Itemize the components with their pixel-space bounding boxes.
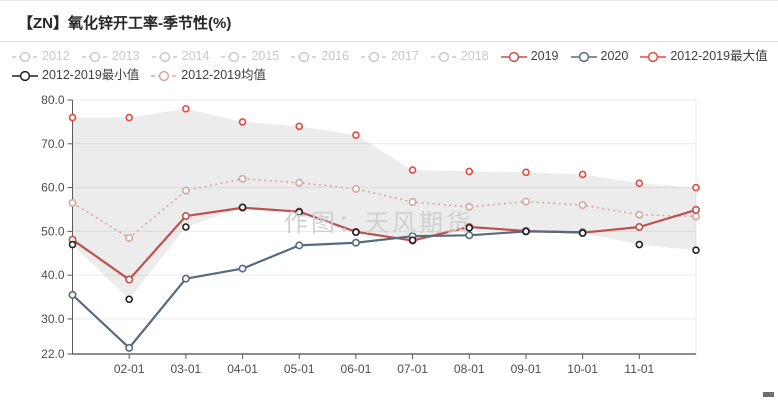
legend-item-2017[interactable]: 2017 bbox=[361, 47, 419, 66]
legend-item-2012[interactable]: 2012 bbox=[12, 47, 70, 66]
plot-area: 80.0 70.0 60.0 50.0 40.0 30.0 22.0 02-01 03-01 04… bbox=[0, 85, 778, 398]
legend-label: 2012-2019均值 bbox=[181, 68, 267, 82]
legend-marker-icon bbox=[361, 51, 388, 62]
legend-row-2: 2012-2019最小值 2012-2019均值 bbox=[12, 66, 778, 85]
svg-text:04-01: 04-01 bbox=[227, 362, 258, 376]
legend-marker-icon bbox=[12, 51, 38, 62]
title-divider bbox=[0, 41, 778, 42]
legend-label: 2012-2019最小值 bbox=[42, 68, 140, 82]
svg-text:05-01: 05-01 bbox=[284, 362, 315, 376]
legend-label: 2012 bbox=[42, 49, 70, 63]
legend-label: 2017 bbox=[391, 49, 419, 63]
legend-label: 2012-2019最大值 bbox=[670, 49, 768, 63]
legend-item-2012-2019最大值[interactable]: 2012-2019最大值 bbox=[640, 47, 768, 66]
legend-marker-icon bbox=[500, 51, 527, 62]
legend-item-2014[interactable]: 2014 bbox=[151, 47, 210, 66]
legend-marker-icon bbox=[151, 70, 178, 81]
svg-text:10-01: 10-01 bbox=[567, 362, 598, 376]
legend-item-2012-2019最小值[interactable]: 2012-2019最小值 bbox=[12, 66, 139, 85]
legend-marker-icon bbox=[430, 51, 457, 62]
svg-text:03-01: 03-01 bbox=[171, 362, 202, 376]
svg-text:80.0: 80.0 bbox=[41, 93, 65, 107]
legend-label: 2019 bbox=[530, 49, 559, 63]
legend-marker-icon bbox=[12, 70, 38, 81]
legend-marker-icon bbox=[640, 51, 667, 62]
legend-label: 2020 bbox=[600, 49, 629, 63]
svg-text:09-01: 09-01 bbox=[511, 362, 542, 376]
legend-marker-icon bbox=[570, 51, 597, 62]
svg-text:50.0: 50.0 bbox=[41, 224, 65, 238]
svg-text:08-01: 08-01 bbox=[454, 362, 485, 376]
chart-title: 【ZN】氧化锌开工率-季节性(%) bbox=[18, 15, 232, 32]
legend-item-2019[interactable]: 2019 bbox=[500, 47, 559, 66]
svg-text:70.0: 70.0 bbox=[41, 137, 65, 151]
legend-label: 2013 bbox=[111, 49, 140, 63]
legend-marker-icon bbox=[81, 51, 108, 62]
legend-item-2020[interactable]: 2020 bbox=[570, 47, 629, 66]
legend-marker-icon bbox=[151, 51, 178, 62]
svg-text:30.0: 30.0 bbox=[41, 312, 65, 326]
svg-text:02-01: 02-01 bbox=[114, 362, 145, 376]
legend-marker-icon bbox=[221, 51, 248, 62]
scroll-corner-mark bbox=[763, 392, 774, 397]
legend-row-1: 2012 2013 2014 2015 2016 2017 2018 2019 2020 2012… bbox=[12, 47, 778, 66]
svg-text:60.0: 60.0 bbox=[41, 181, 65, 195]
legend: 2012 2013 2014 2015 2016 2017 2018 2019 2020 2012… bbox=[0, 42, 778, 85]
legend-item-2013[interactable]: 2013 bbox=[81, 47, 140, 66]
legend-marker-icon bbox=[291, 51, 318, 62]
seasonality-line-chart: 80.0 70.0 60.0 50.0 40.0 30.0 22.0 02-01 03-01 04… bbox=[41, 93, 700, 376]
legend-label: 2016 bbox=[321, 49, 350, 63]
svg-text:11-01: 11-01 bbox=[624, 362, 654, 376]
svg-text:22.0: 22.0 bbox=[41, 347, 65, 361]
legend-item-2015[interactable]: 2015 bbox=[221, 47, 279, 66]
svg-text:07-01: 07-01 bbox=[397, 362, 428, 376]
svg-text:06-01: 06-01 bbox=[341, 362, 372, 376]
legend-item-2012-2019均值[interactable]: 2012-2019均值 bbox=[151, 66, 266, 85]
svg-text:40.0: 40.0 bbox=[41, 268, 65, 282]
legend-label: 2014 bbox=[181, 49, 210, 63]
legend-label: 2018 bbox=[460, 49, 489, 63]
legend-item-2016[interactable]: 2016 bbox=[291, 47, 349, 66]
legend-item-2018[interactable]: 2018 bbox=[430, 47, 489, 66]
legend-label: 2015 bbox=[251, 49, 280, 63]
